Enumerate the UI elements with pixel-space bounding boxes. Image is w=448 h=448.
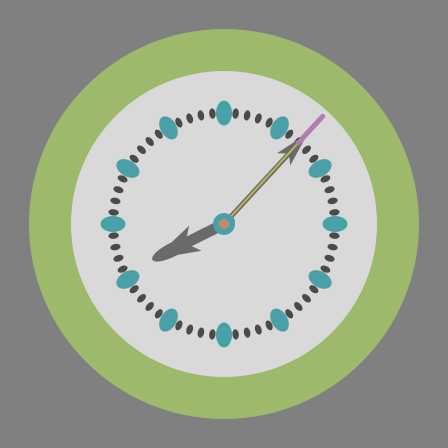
minute-tick bbox=[137, 294, 146, 303]
hour-marker bbox=[116, 159, 140, 178]
minute-tick bbox=[329, 232, 340, 239]
minute-tick bbox=[113, 254, 124, 262]
hour-marker bbox=[100, 216, 126, 232]
minute-tick bbox=[197, 110, 205, 121]
minute-tick bbox=[117, 175, 128, 183]
minute-tick bbox=[265, 320, 273, 331]
hour-marker bbox=[308, 159, 332, 178]
minute-tick bbox=[232, 329, 239, 340]
minute-tick bbox=[324, 254, 335, 262]
minute-tick bbox=[302, 145, 311, 154]
minute-tick bbox=[145, 302, 154, 311]
minute-tick bbox=[302, 294, 311, 303]
center-dot bbox=[219, 219, 229, 229]
minute-tick bbox=[197, 327, 205, 338]
minute-tick bbox=[309, 285, 319, 294]
minute-tick bbox=[186, 324, 194, 335]
hour-marker bbox=[308, 270, 332, 289]
minute-tick bbox=[209, 108, 216, 119]
minute-tick bbox=[108, 232, 119, 239]
minute-tick bbox=[243, 110, 251, 121]
minute-tick bbox=[129, 285, 139, 294]
minute-tick bbox=[265, 117, 273, 128]
minute-tick bbox=[110, 243, 121, 251]
minute-tick bbox=[320, 265, 331, 273]
minute-tick bbox=[327, 197, 338, 205]
minute-tick bbox=[113, 186, 124, 194]
minute-tick bbox=[209, 329, 216, 340]
minute-ticks bbox=[108, 108, 340, 340]
minute-tick bbox=[320, 175, 331, 183]
minute-tick bbox=[145, 137, 154, 146]
minute-tick bbox=[324, 186, 335, 194]
hour-marker bbox=[322, 216, 348, 232]
hour-marker bbox=[270, 116, 289, 140]
hour-marker bbox=[159, 116, 178, 140]
minute-tick bbox=[175, 320, 183, 331]
minute-tick bbox=[129, 154, 139, 163]
minute-tick bbox=[285, 309, 294, 319]
minute-tick bbox=[154, 309, 163, 319]
minute-tick bbox=[309, 154, 319, 163]
minute-tick bbox=[254, 324, 262, 335]
minute-tick bbox=[108, 209, 119, 216]
minute-tick bbox=[186, 113, 194, 124]
minute-tick bbox=[137, 145, 146, 154]
hour-marker bbox=[270, 308, 289, 332]
minute-tick bbox=[117, 265, 128, 273]
hour-markers bbox=[100, 100, 348, 348]
minute-tick bbox=[154, 129, 163, 139]
minute-tick bbox=[285, 129, 294, 139]
second-hand bbox=[223, 113, 326, 225]
hour-marker bbox=[116, 270, 140, 289]
minute-tick bbox=[110, 197, 121, 205]
minute-tick bbox=[327, 243, 338, 251]
minute-tick bbox=[243, 327, 251, 338]
minute-tick bbox=[175, 117, 183, 128]
minute-tick bbox=[232, 108, 239, 119]
clock-hands bbox=[152, 113, 326, 262]
minute-tick bbox=[254, 113, 262, 124]
hour-marker bbox=[159, 308, 178, 332]
hour-marker bbox=[216, 100, 232, 126]
minute-tick bbox=[329, 209, 340, 216]
minute-tick bbox=[294, 302, 303, 311]
hour-marker bbox=[216, 322, 232, 348]
